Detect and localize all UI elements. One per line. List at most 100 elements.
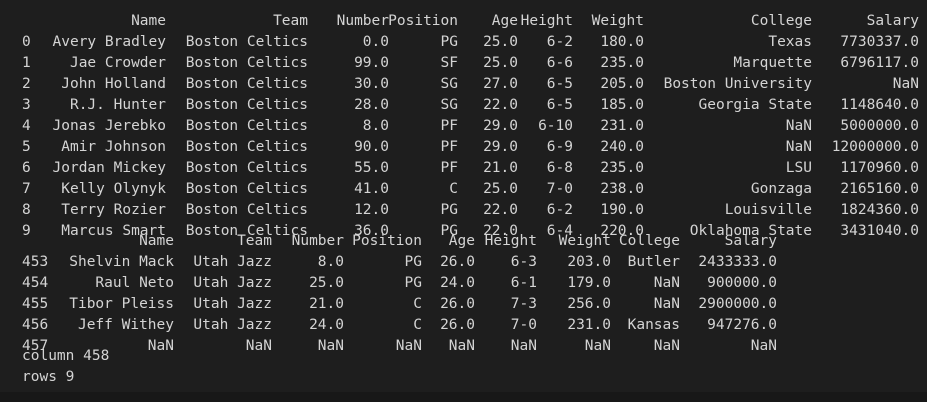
table1-cell: Boston Celtics [185,202,308,218]
table2-header-height: Height [484,233,537,249]
table1-cell: Boston Celtics [185,160,308,176]
table2-cell: NaN [653,296,680,312]
table2-cell: Tibor Pleiss [69,296,174,312]
table1-cell: 0.0 [362,34,389,50]
table1-cell: PF [440,160,458,176]
table2-header-age: Age [448,233,475,249]
table1-cell: 22.0 [483,97,518,113]
table1-cell: Gonzaga [750,181,812,197]
table2-cell: 947276.0 [707,317,777,333]
table2-cell: 231.0 [567,317,611,333]
table2-row-index: 455 [22,296,49,312]
table1-row-index: 1 [22,55,31,71]
table1-cell: 55.0 [354,160,389,176]
table1-cell: 6796117.0 [840,55,919,71]
table1-cell: Oklahoma State [689,223,812,239]
table1-cell: NaN [785,139,812,155]
table1-cell: Boston Celtics [185,55,308,71]
table1-cell: LSU [785,160,812,176]
table2-cell: Utah Jazz [193,296,272,312]
table1-cell: 21.0 [483,160,518,176]
table1-cell: PF [440,139,458,155]
table2-cell: NaN [510,338,537,354]
table1-cell: Terry Rozier [61,202,166,218]
table2-header-weight: Weight [558,233,611,249]
table2-cell: 8.0 [317,254,344,270]
table2-cell: 25.0 [309,275,344,291]
table1-cell: 6-9 [546,139,573,155]
table2-cell: Utah Jazz [193,275,272,291]
table1-row-index: 7 [22,181,31,197]
table1-cell: Jonas Jerebko [52,118,167,134]
table1-cell: Boston University [663,76,812,92]
table1-cell: Boston Celtics [185,97,308,113]
table2-header-college: College [618,233,680,249]
table1-header-height: Height [520,13,573,29]
table1-cell: 27.0 [483,76,518,92]
table1-cell: 36.0 [354,223,389,239]
table2-cell: 256.0 [567,296,611,312]
table1-cell: 29.0 [483,139,518,155]
table1-cell: SG [440,76,458,92]
table1-row-index: 6 [22,160,31,176]
table1-cell: 2165160.0 [840,181,919,197]
table2-cell: C [413,317,422,333]
table1-cell: 240.0 [600,139,644,155]
table1-cell: 238.0 [600,181,644,197]
table1-cell: NaN [892,76,919,92]
table1-cell: Texas [768,34,812,50]
table1-cell: PG [440,202,458,218]
table1-cell: 6-2 [546,34,573,50]
table2-cell: 26.0 [440,254,475,270]
table1-cell: Boston Celtics [185,181,308,197]
table1-cell: 185.0 [600,97,644,113]
table2-row-index: 456 [22,317,49,333]
table1-cell: C [449,181,458,197]
table2-cell: C [413,296,422,312]
table2-cell: 21.0 [309,296,344,312]
table1-cell: SF [440,55,458,71]
table2-cell: Raul Neto [95,275,174,291]
table1-cell: 6-5 [546,76,573,92]
table2-row-index: 457 [22,338,49,354]
table1-cell: 90.0 [354,139,389,155]
table1-cell: Boston Celtics [185,223,308,239]
table1-cell: 3431040.0 [840,223,919,239]
table1-cell: Marquette [733,55,812,71]
table1-cell: John Holland [61,76,166,92]
table2-cell: 179.0 [567,275,611,291]
table1-cell: 220.0 [600,223,644,239]
table1-header-salary: Salary [866,13,919,29]
table1-row-index: 2 [22,76,31,92]
table2-cell: 7-0 [510,317,537,333]
table1-cell: 231.0 [600,118,644,134]
table1-cell: 1148640.0 [840,97,919,113]
terminal-output[interactable]: Name Team Number Position Age Height Weight Col… [0,0,927,392]
table2-header-team: Team [237,233,272,249]
table2-header-name: Name [139,233,174,249]
table2-cell: NaN [584,338,611,354]
table1-cell: Avery Bradley [52,34,167,50]
table1-cell: 25.0 [483,34,518,50]
terminal-bottom-edge [0,392,927,402]
table1-cell: 12000000.0 [831,139,919,155]
table1-header-number: Number [336,13,389,29]
table2-cell: NaN [653,275,680,291]
table2-cell: NaN [750,338,777,354]
table2-cell: NaN [448,338,475,354]
table1-cell: PG [440,223,458,239]
table1-cell: 6-8 [546,160,573,176]
table2-cell: 26.0 [440,317,475,333]
table1-header-team: Team [273,13,308,29]
table1-cell: 30.0 [354,76,389,92]
table1-header-weight: Weight [591,13,644,29]
table1-cell: 6-5 [546,97,573,113]
table1-cell: 190.0 [600,202,644,218]
table1-cell: 6-4 [546,223,573,239]
table2-cell: 2900000.0 [698,296,777,312]
table1-cell: PF [440,118,458,134]
table1-cell: 235.0 [600,160,644,176]
table1-row-index: 8 [22,202,31,218]
table2-cell: 203.0 [567,254,611,270]
table1-cell: 7-0 [546,181,573,197]
